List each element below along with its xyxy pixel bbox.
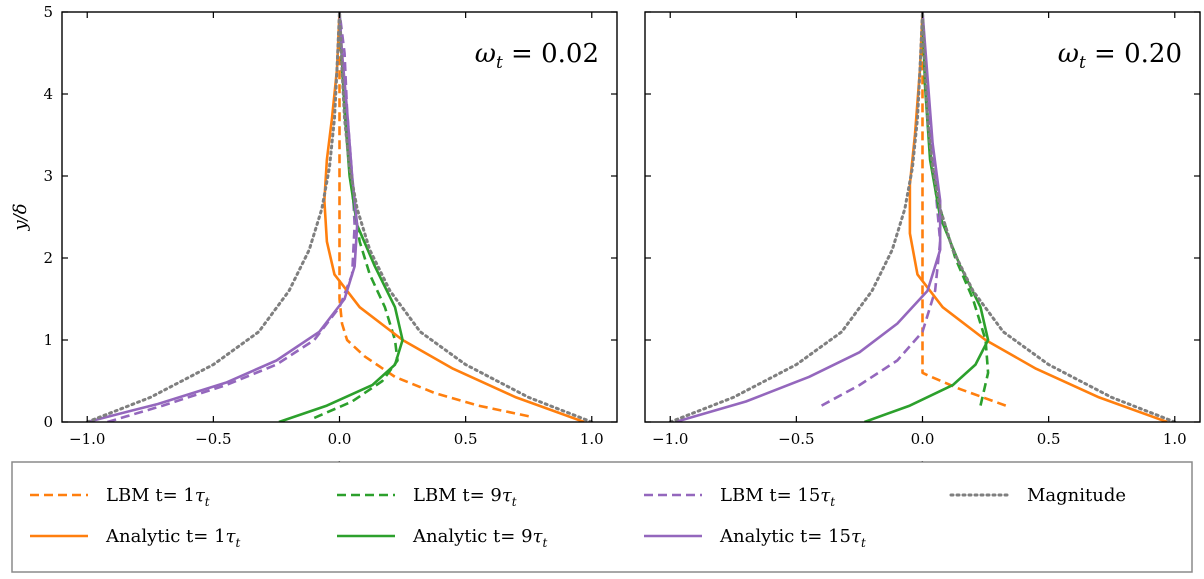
series-line-0 bbox=[921, 12, 1007, 407]
y-tick-label: 2 bbox=[43, 249, 53, 267]
legend-frame bbox=[11, 461, 1193, 573]
x-tick-label: 0.5 bbox=[454, 430, 478, 448]
y-tick-label: 4 bbox=[43, 85, 53, 103]
y-tick-label: 1 bbox=[43, 331, 53, 349]
right-panel: −1.0−0.50.00.51.0u/u0ωt = 0.20 bbox=[644, 11, 1201, 481]
legend-label-4: LBM t= 15τt bbox=[720, 485, 835, 509]
x-tick-label: −1.0 bbox=[69, 430, 105, 448]
x-tick-label: 0.0 bbox=[911, 430, 935, 448]
series-line-1 bbox=[921, 12, 990, 406]
y-tick-label: 5 bbox=[43, 3, 53, 21]
x-tick-label: 1.0 bbox=[580, 430, 604, 448]
series-line-0 bbox=[338, 12, 529, 418]
legend-label-1: Analytic t= 1τt bbox=[105, 526, 241, 550]
series-group bbox=[668, 12, 1177, 422]
series-line-1 bbox=[313, 12, 399, 420]
x-tick-label: −1.0 bbox=[652, 430, 688, 448]
x-tick-label: 0.5 bbox=[1037, 430, 1061, 448]
series-line-5 bbox=[86, 12, 359, 422]
panel-annotation: ωt = 0.02 bbox=[475, 39, 599, 73]
series-line-6-mirror bbox=[921, 12, 1177, 422]
y-axis-label: y/δ bbox=[10, 203, 31, 231]
y-tick-label: 3 bbox=[43, 167, 53, 185]
x-tick-label: −0.5 bbox=[778, 430, 814, 448]
legend-label-6: Magnitude bbox=[1027, 485, 1126, 506]
series-line-2 bbox=[107, 12, 356, 422]
x-tick-label: 0.0 bbox=[328, 430, 352, 448]
series-line-3 bbox=[908, 12, 1168, 422]
left-panel: −1.0−0.50.00.51.0012345u/u0y/δωt = 0.02 bbox=[10, 3, 618, 481]
series-line-3 bbox=[323, 12, 585, 422]
x-tick-label: −0.5 bbox=[195, 430, 231, 448]
legend-label-0: LBM t= 1τt bbox=[106, 485, 210, 509]
series-line-5 bbox=[674, 12, 942, 422]
legend-label-2: LBM t= 9τt bbox=[413, 485, 517, 509]
series-group bbox=[85, 12, 594, 422]
legend-label-3: Analytic t= 9τt bbox=[412, 526, 548, 550]
series-line-6-mirror bbox=[338, 12, 594, 422]
x-tick-label: 1.0 bbox=[1163, 430, 1187, 448]
legend: LBM t= 1τt Analytic t= 1τt LBM t= 9τt Analy… bbox=[11, 461, 1193, 573]
series-line-6 bbox=[85, 12, 341, 422]
legend-label-5: Analytic t= 15τt bbox=[719, 526, 866, 550]
y-tick-label: 0 bbox=[43, 413, 53, 431]
series-line-6 bbox=[668, 12, 924, 422]
panel-annotation: ωt = 0.20 bbox=[1058, 39, 1182, 73]
